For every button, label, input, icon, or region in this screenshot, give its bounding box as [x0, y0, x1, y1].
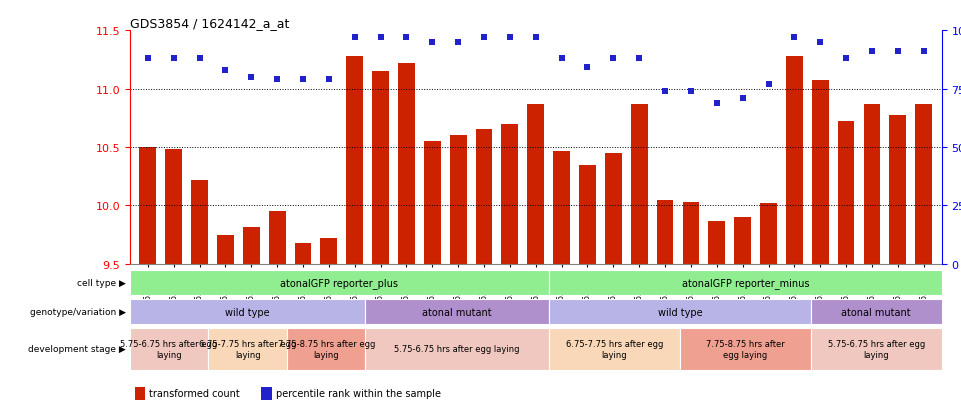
Text: cell type ▶: cell type ▶ — [77, 278, 126, 287]
Text: GDS3854 / 1624142_a_at: GDS3854 / 1624142_a_at — [130, 17, 289, 30]
Bar — [786, 57, 802, 264]
Text: atonal mutant: atonal mutant — [423, 307, 492, 317]
Text: atonalGFP reporter_minus: atonalGFP reporter_minus — [681, 278, 809, 288]
Text: 7.75-8.75 hrs after egg
laying: 7.75-8.75 hrs after egg laying — [278, 339, 375, 358]
Text: 6.75-7.75 hrs after egg
laying: 6.75-7.75 hrs after egg laying — [566, 339, 663, 358]
Bar — [398, 64, 415, 264]
Bar — [682, 202, 700, 264]
Bar — [295, 243, 311, 264]
Text: 5.75-6.75 hrs after egg laying: 5.75-6.75 hrs after egg laying — [394, 344, 520, 354]
Text: 6.75-7.75 hrs after egg
laying: 6.75-7.75 hrs after egg laying — [199, 339, 296, 358]
Bar — [365, 328, 549, 370]
Bar — [579, 165, 596, 264]
Text: percentile rank within the sample: percentile rank within the sample — [276, 388, 441, 399]
Text: 7.75-8.75 hrs after
egg laying: 7.75-8.75 hrs after egg laying — [706, 339, 785, 358]
Text: 5.75-6.75 hrs after egg
laying: 5.75-6.75 hrs after egg laying — [120, 339, 217, 358]
Bar — [372, 72, 389, 264]
Bar — [502, 124, 518, 264]
Bar — [130, 328, 209, 370]
Bar — [269, 212, 285, 264]
Bar — [365, 299, 549, 324]
Bar — [130, 271, 549, 295]
Bar — [135, 387, 145, 400]
Text: development stage ▶: development stage ▶ — [28, 344, 126, 354]
Bar — [287, 328, 365, 370]
Bar — [760, 204, 776, 264]
Text: 5.75-6.75 hrs after egg
laying: 5.75-6.75 hrs after egg laying — [827, 339, 924, 358]
Bar — [165, 150, 182, 264]
Text: genotype/variation ▶: genotype/variation ▶ — [30, 307, 126, 316]
Bar — [450, 136, 467, 264]
Bar — [243, 227, 259, 264]
Bar — [630, 104, 648, 264]
Bar — [528, 104, 544, 264]
Bar — [191, 180, 208, 264]
Bar — [604, 154, 622, 264]
Bar — [139, 148, 157, 264]
Bar — [549, 299, 811, 324]
Text: wild type: wild type — [225, 307, 270, 317]
Text: transformed count: transformed count — [149, 388, 240, 399]
Bar — [708, 221, 726, 264]
Bar — [679, 328, 811, 370]
Bar — [209, 328, 287, 370]
Text: wild type: wild type — [657, 307, 702, 317]
Bar — [656, 200, 674, 264]
Bar — [734, 218, 752, 264]
Text: atonal mutant: atonal mutant — [842, 307, 911, 317]
Bar — [549, 328, 679, 370]
Bar — [346, 57, 363, 264]
Bar — [811, 328, 942, 370]
Bar — [812, 81, 828, 264]
Bar — [424, 142, 441, 264]
Bar — [549, 271, 942, 295]
Bar — [554, 151, 570, 264]
Bar — [320, 239, 337, 264]
Bar — [864, 104, 880, 264]
Bar — [811, 299, 942, 324]
Bar — [130, 299, 365, 324]
Text: atonalGFP reporter_plus: atonalGFP reporter_plus — [281, 278, 398, 288]
Bar — [838, 122, 854, 264]
Bar — [261, 387, 272, 400]
Bar — [890, 116, 906, 264]
Bar — [915, 104, 932, 264]
Bar — [217, 235, 234, 264]
Bar — [476, 130, 492, 264]
